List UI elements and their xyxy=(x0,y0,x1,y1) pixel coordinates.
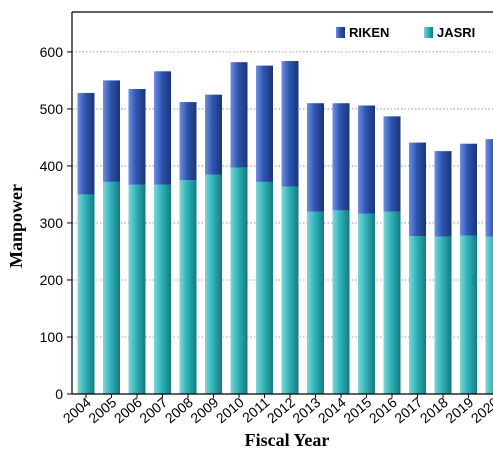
legend-label-jasri: JASRI xyxy=(437,25,475,40)
bar-riken-2009 xyxy=(205,94,222,175)
bar-riken-2006 xyxy=(128,88,146,185)
bar-riken-2008 xyxy=(179,102,197,181)
legend-swatch-riken xyxy=(336,27,345,38)
x-tick-label: 2020 xyxy=(468,394,493,426)
bar-riken-2020 xyxy=(485,139,493,237)
y-tick-label: 100 xyxy=(40,329,64,345)
axes xyxy=(67,11,493,398)
bar-jasri-2014 xyxy=(332,210,350,394)
bar-jasri-2008 xyxy=(179,180,197,394)
bar-jasri-2015 xyxy=(358,213,375,394)
bar-jasri-2016 xyxy=(383,211,401,394)
bars xyxy=(77,61,493,394)
x-axis-title: Fiscal Year xyxy=(245,430,330,450)
y-tick-label: 400 xyxy=(40,158,64,174)
bar-riken-2018 xyxy=(434,151,452,237)
legend-swatch-jasri xyxy=(424,27,433,38)
y-axis-title: Manpower xyxy=(6,184,26,268)
bar-jasri-2010 xyxy=(230,167,248,394)
bar-riken-2010 xyxy=(230,62,248,168)
y-tick-label: 600 xyxy=(40,44,64,60)
bar-riken-2015 xyxy=(358,105,375,214)
bar-riken-2017 xyxy=(409,142,426,237)
bar-riken-2013 xyxy=(307,103,324,212)
legend: RIKEN JASRI xyxy=(336,25,475,40)
bar-jasri-2009 xyxy=(205,174,222,394)
bar-riken-2016 xyxy=(383,116,401,212)
bar-jasri-2017 xyxy=(409,236,426,394)
bar-jasri-2005 xyxy=(103,181,120,394)
bar-jasri-2011 xyxy=(256,181,273,394)
bar-jasri-2020 xyxy=(485,236,493,394)
bar-riken-2004 xyxy=(77,92,95,195)
bar-jasri-2007 xyxy=(154,184,171,394)
bar-jasri-2018 xyxy=(434,236,452,394)
bar-riken-2007 xyxy=(154,71,171,185)
y-tick-label: 500 xyxy=(40,101,64,117)
bar-jasri-2013 xyxy=(307,211,324,394)
bar-jasri-2012 xyxy=(281,186,299,394)
bar-riken-2005 xyxy=(103,80,120,182)
bar-riken-2019 xyxy=(460,143,477,236)
bar-riken-2014 xyxy=(332,103,350,211)
bar-jasri-2004 xyxy=(77,194,95,394)
y-tick-label: 0 xyxy=(55,386,63,402)
legend-label-riken: RIKEN xyxy=(349,25,389,40)
bar-jasri-2019 xyxy=(460,235,477,394)
y-tick-label: 300 xyxy=(40,215,64,231)
bar-riken-2011 xyxy=(256,65,273,182)
bar-riken-2012 xyxy=(281,61,299,187)
y-tick-label: 200 xyxy=(40,272,64,288)
bar-jasri-2006 xyxy=(128,184,146,394)
